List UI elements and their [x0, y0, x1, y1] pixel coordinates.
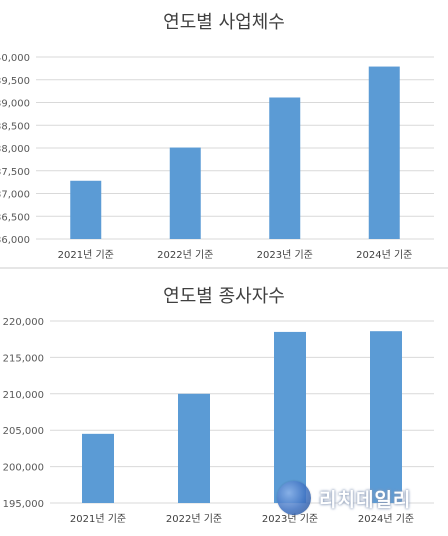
y-tick-label: 215,000 [3, 353, 44, 364]
bar [274, 331, 306, 503]
y-tick-label: 38,500 [0, 121, 30, 132]
x-category-label: 2022년 기준 [157, 249, 213, 261]
chart-business-count: 연도별 사업체수 36,00036,50037,00037,50038,0003… [0, 12, 434, 261]
y-tick-label: 36,500 [0, 212, 30, 223]
bar [269, 97, 301, 240]
bar [82, 433, 114, 503]
bar [178, 393, 210, 503]
x-category-label: 2021년 기준 [70, 513, 126, 525]
chart-title: 연도별 사업체수 [163, 12, 285, 33]
watermark: 리치데일리 [277, 478, 437, 518]
y-tick-label: 195,000 [3, 499, 44, 510]
chart-plot: 36,000 36,500 37,000 37,500 38,000 38,500 39,0… [0, 53, 434, 261]
bar [368, 66, 400, 240]
bar [169, 147, 201, 239]
x-category-label: 2024년 기준 [356, 249, 412, 261]
y-tick-label: 40,000 [0, 53, 30, 64]
panel-divider [0, 267, 448, 269]
bar [70, 180, 102, 239]
y-tick-label: 38,000 [0, 144, 30, 155]
y-tick-label: 39,500 [0, 76, 30, 87]
y-tick-label: 39,000 [0, 99, 30, 110]
y-tick-label: 200,000 [3, 463, 44, 474]
watermark-text: 리치데일리 [319, 488, 412, 511]
y-tick-label: 205,000 [3, 426, 44, 437]
y-tick-label: 36,000 [0, 235, 30, 246]
y-tick-label: 220,000 [3, 317, 44, 328]
chart-title: 연도별 종사자수 [163, 286, 285, 307]
y-tick-label: 37,000 [0, 190, 30, 201]
globe-icon [277, 481, 311, 515]
x-category-label: 2021년 기준 [58, 249, 114, 261]
chart-plot: 195,000 200,000 205,000 210,000 215,000 220,0… [3, 317, 434, 525]
x-category-label: 2024년 기준 [358, 513, 414, 525]
x-category-label: 2023년 기준 [262, 513, 318, 525]
y-tick-label: 37,500 [0, 167, 30, 178]
x-category-label: 2023년 기준 [257, 249, 313, 261]
y-tick-label: 210,000 [3, 390, 44, 401]
chart-employee-count: 연도별 종사자수 195,000 200,000 205,000 210,000 215… [0, 270, 448, 536]
bar [370, 331, 402, 503]
x-category-label: 2022년 기준 [166, 513, 222, 525]
